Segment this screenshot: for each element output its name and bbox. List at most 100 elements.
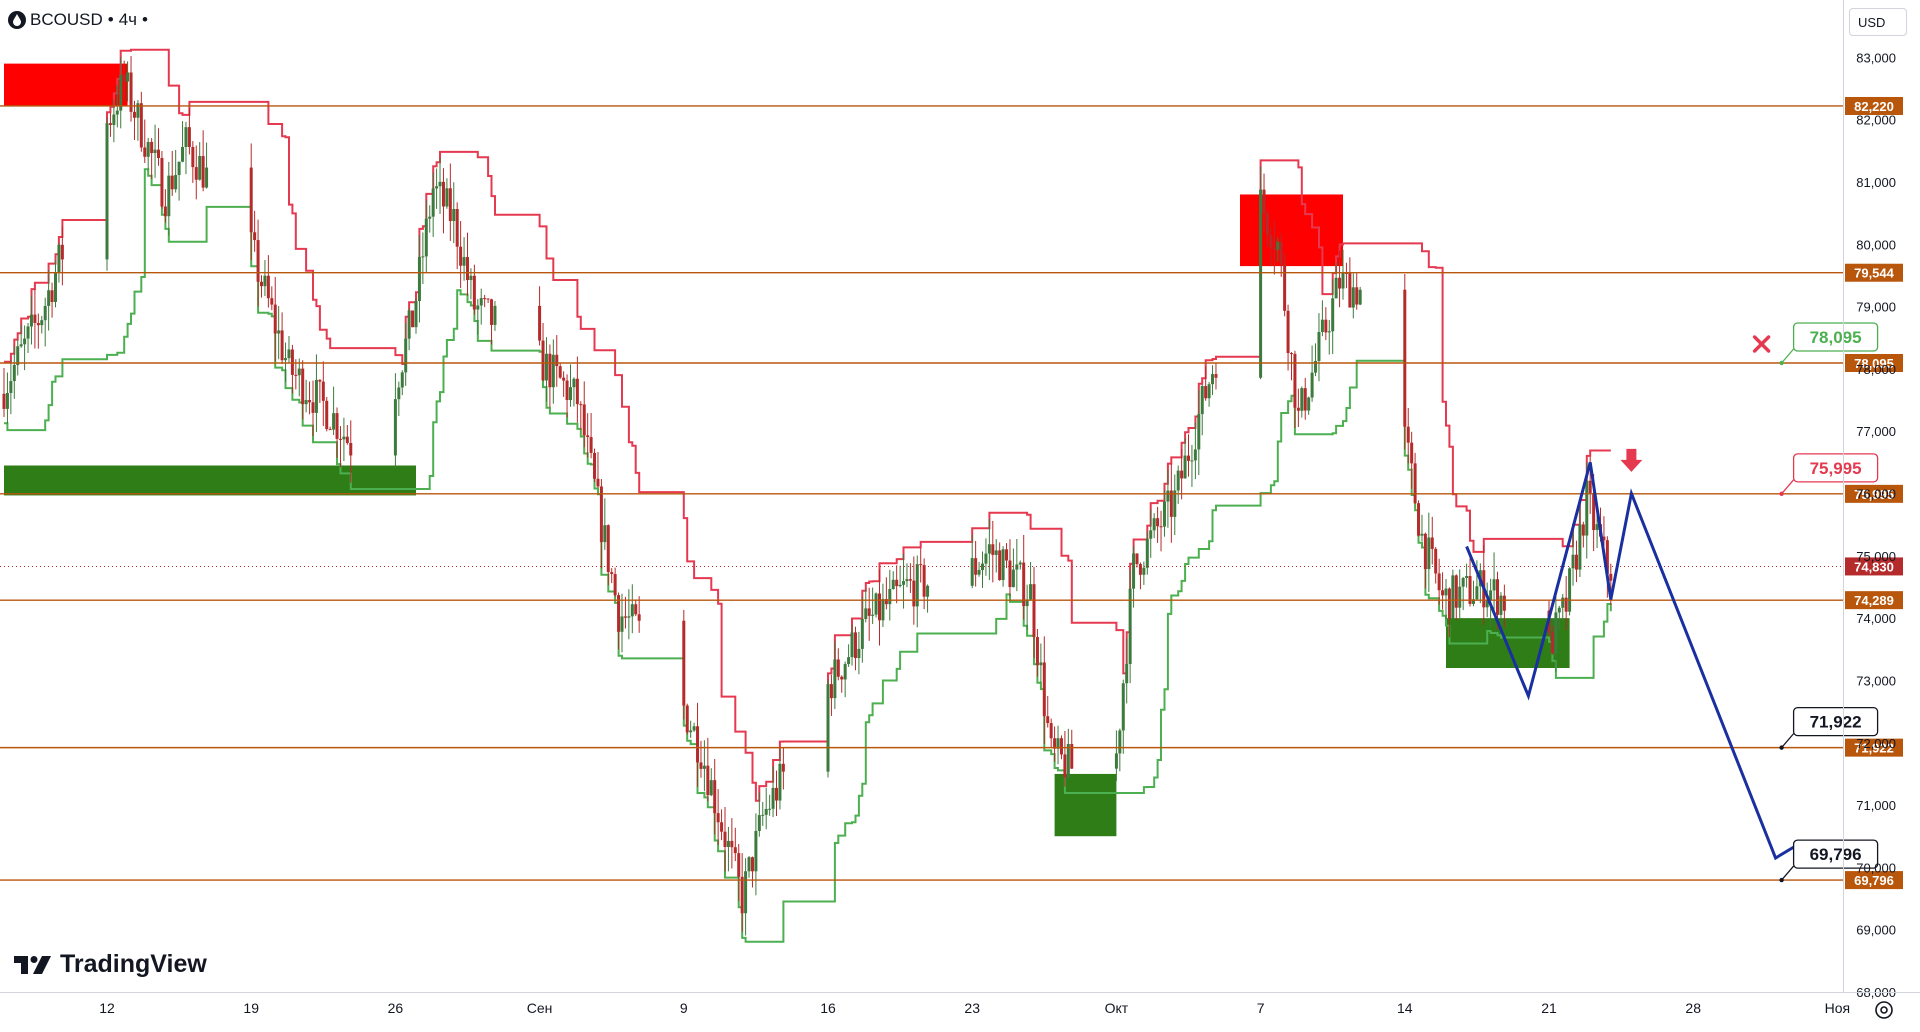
candle-body [1128, 588, 1132, 664]
candle-body [891, 579, 895, 589]
candle-body [1403, 289, 1407, 427]
candle-body [775, 787, 778, 801]
candle-body [29, 314, 33, 327]
price-tick-label: 69,000 [1856, 923, 1896, 938]
time-tick-label: Сен [527, 1000, 553, 1016]
price-level-tag-text: 74,289 [1854, 593, 1894, 608]
time-tick-label: 14 [1397, 1000, 1413, 1016]
candle-body [1200, 386, 1204, 415]
candle-body [1159, 526, 1163, 528]
current-price-tag [1845, 557, 1903, 576]
candle-body [1592, 493, 1596, 531]
candle-body [740, 876, 744, 914]
price-axis[interactable]: 82,220 79,544 78,095 75,995 74,289 71,922 69,7… [1843, 0, 1904, 1000]
candle-body [201, 156, 205, 188]
candle-body [603, 525, 607, 543]
candle-body [112, 114, 116, 125]
candle-body [1358, 289, 1362, 305]
candle-body [1142, 567, 1146, 575]
candle-body [411, 310, 415, 328]
candle-body [998, 550, 1002, 581]
callout-anchor [1779, 360, 1784, 366]
candle-body [840, 676, 844, 680]
candle-body [1492, 579, 1496, 591]
invalidated-cross-icon [1752, 335, 1771, 353]
time-tick-label: 21 [1541, 1000, 1557, 1016]
candle-body [50, 290, 54, 302]
candle-body [1290, 353, 1293, 355]
candle-body [1344, 272, 1348, 274]
candle-body [414, 301, 418, 328]
price-tick-label: 80,000 [1856, 237, 1896, 252]
candle-body [1145, 538, 1149, 568]
candle-body [157, 149, 160, 158]
candle-body [469, 275, 473, 281]
time-tick-label: 23 [964, 1000, 980, 1016]
candle-body [108, 123, 112, 125]
candle-body [472, 275, 476, 310]
candle-body [878, 593, 881, 621]
candle-body [702, 765, 706, 769]
candle-body [610, 572, 614, 575]
candle-body [1434, 548, 1438, 574]
candle-body [1314, 360, 1318, 373]
candle-body [843, 664, 847, 680]
candle-body [699, 762, 703, 769]
candle-body [1430, 537, 1434, 549]
candle-body [338, 438, 342, 440]
symbol-header[interactable]: BCOUSD • 4ч • [8, 6, 148, 34]
timeframe[interactable]: 4ч [118, 10, 137, 29]
candle-body [915, 564, 919, 607]
candle-body [273, 304, 277, 334]
time-axis[interactable]: 12 19 26 Сен 9 16 23 Окт 7 14 21 28 Ноя [0, 992, 1920, 1017]
candle-body [1169, 490, 1173, 517]
candle-body [599, 486, 603, 543]
currency-selector[interactable]: USD [1849, 8, 1907, 36]
candle-body [1293, 353, 1297, 408]
tradingview-logo[interactable]: TradingView [14, 950, 207, 979]
candle-body [1063, 754, 1067, 778]
candle-body [1166, 490, 1170, 502]
candle-body [1279, 241, 1283, 265]
candle-body [136, 103, 140, 118]
tradingview-logo-icon [14, 955, 51, 974]
demand-zone [4, 465, 416, 496]
candle-body [562, 377, 566, 381]
price-level-tag-text: 69,796 [1854, 873, 1894, 888]
candle-body [9, 381, 13, 393]
candle-body [826, 684, 830, 772]
candle-body [170, 175, 174, 190]
candle-body [1303, 388, 1307, 411]
candle-body [1176, 470, 1180, 491]
candle-body [898, 584, 902, 587]
candle-body [26, 326, 30, 339]
settings-icon[interactable] [1872, 998, 1896, 1022]
candle-body [1025, 599, 1029, 607]
candle-body [1035, 637, 1039, 666]
price-level-tag-text: 78,095 [1854, 356, 1894, 371]
candle-body [328, 429, 332, 431]
candle-body [23, 338, 27, 345]
candle-body [342, 436, 346, 440]
candle-body [184, 127, 188, 147]
candle-body [479, 298, 483, 306]
candle-body [266, 275, 270, 299]
candle-body [744, 871, 748, 914]
callout-anchor [1779, 877, 1784, 883]
candle-body [1070, 743, 1074, 769]
candle-body [1550, 632, 1554, 654]
candle-body [1461, 578, 1465, 587]
callout-label: 75,995 [1810, 459, 1862, 478]
candle-body [435, 186, 439, 189]
candle-body [404, 338, 408, 373]
candle-body [1458, 586, 1462, 608]
candle-body [1114, 753, 1118, 769]
candle-body [280, 330, 284, 361]
candle-body [689, 730, 693, 733]
candle-body [256, 240, 260, 282]
time-tick-label: 16 [820, 1000, 836, 1016]
candle-body [1581, 524, 1585, 536]
candle-body [33, 314, 37, 323]
candle-body [922, 565, 926, 597]
